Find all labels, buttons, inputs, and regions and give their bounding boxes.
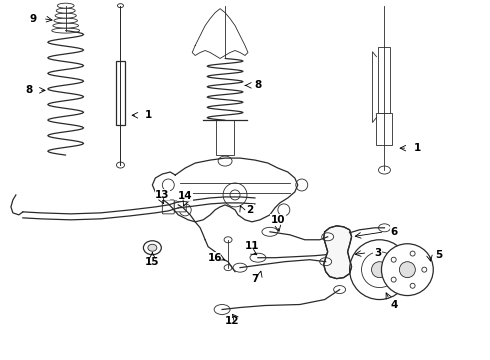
Circle shape	[179, 204, 191, 216]
Circle shape	[371, 262, 388, 278]
Circle shape	[349, 240, 409, 300]
Circle shape	[410, 283, 415, 288]
Ellipse shape	[224, 265, 232, 271]
Text: 9: 9	[29, 14, 36, 24]
Ellipse shape	[117, 162, 124, 168]
Ellipse shape	[319, 258, 332, 266]
Ellipse shape	[214, 305, 230, 315]
FancyBboxPatch shape	[174, 201, 186, 212]
Circle shape	[410, 251, 415, 256]
FancyBboxPatch shape	[376, 113, 392, 145]
Ellipse shape	[233, 263, 247, 272]
Ellipse shape	[378, 166, 391, 174]
Ellipse shape	[54, 18, 77, 23]
Ellipse shape	[55, 13, 76, 18]
Text: 12: 12	[225, 316, 239, 327]
Ellipse shape	[118, 4, 123, 8]
Text: 11: 11	[245, 241, 259, 251]
Text: 1: 1	[414, 143, 421, 153]
Circle shape	[278, 204, 290, 216]
Text: 10: 10	[270, 215, 285, 225]
Ellipse shape	[262, 227, 278, 236]
Polygon shape	[324, 226, 352, 279]
Circle shape	[162, 179, 174, 191]
Circle shape	[382, 244, 433, 296]
Ellipse shape	[148, 244, 157, 251]
Ellipse shape	[52, 28, 80, 33]
Circle shape	[422, 267, 427, 272]
Ellipse shape	[322, 233, 334, 241]
Text: 2: 2	[246, 205, 254, 215]
Ellipse shape	[218, 156, 232, 166]
Text: 4: 4	[391, 300, 398, 310]
Text: 3: 3	[374, 248, 381, 258]
Ellipse shape	[378, 224, 391, 232]
Text: 15: 15	[145, 257, 160, 267]
Ellipse shape	[56, 8, 75, 13]
Text: 8: 8	[25, 85, 32, 95]
FancyBboxPatch shape	[216, 120, 234, 155]
Ellipse shape	[250, 253, 266, 262]
Circle shape	[391, 257, 396, 262]
Text: 6: 6	[391, 227, 398, 237]
Text: 7: 7	[251, 274, 259, 284]
Text: 14: 14	[178, 191, 193, 201]
FancyBboxPatch shape	[378, 47, 391, 113]
Ellipse shape	[334, 285, 345, 293]
Circle shape	[230, 190, 240, 200]
Circle shape	[399, 262, 416, 278]
Circle shape	[223, 183, 247, 207]
Ellipse shape	[53, 23, 78, 28]
Text: 5: 5	[436, 250, 443, 260]
FancyBboxPatch shape	[162, 200, 174, 214]
Text: 16: 16	[208, 253, 222, 263]
Ellipse shape	[57, 3, 74, 8]
Ellipse shape	[224, 237, 232, 243]
Circle shape	[362, 252, 397, 288]
Text: 8: 8	[254, 80, 262, 90]
Circle shape	[296, 179, 308, 191]
FancyBboxPatch shape	[116, 62, 125, 125]
Ellipse shape	[144, 241, 161, 255]
Text: 1: 1	[145, 110, 152, 120]
Text: 13: 13	[155, 190, 170, 200]
Circle shape	[391, 277, 396, 282]
